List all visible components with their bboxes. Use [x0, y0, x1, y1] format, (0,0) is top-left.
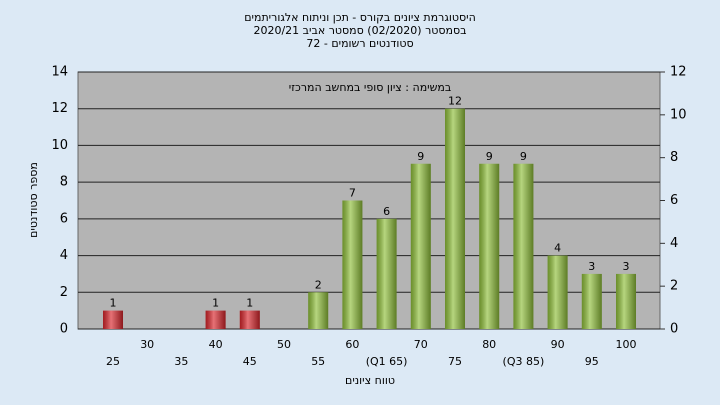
- y2-tick-label: 0: [670, 322, 678, 337]
- x-tick-label: (Q3 85): [503, 355, 545, 368]
- x-tick-label: 75: [448, 355, 462, 368]
- value-label: 9: [417, 150, 424, 163]
- bar-shade: [445, 108, 465, 329]
- annotation: במשימה : ציון סופי במחשב המרכזי: [289, 81, 452, 94]
- value-label: 2: [315, 278, 322, 291]
- y-tick-label: 4: [60, 248, 68, 263]
- x-tick-label: 100: [616, 338, 637, 351]
- bar-shade: [376, 218, 397, 329]
- bar-shade: [342, 200, 363, 329]
- value-label: 9: [486, 150, 493, 163]
- x-tick-label: 55: [311, 355, 325, 368]
- bar-shade: [103, 310, 123, 329]
- y-tick-label: 8: [60, 175, 68, 190]
- x-tick-label: 40: [209, 338, 223, 351]
- y-tick-label: 10: [51, 138, 68, 153]
- x-tick-label: 35: [174, 355, 188, 368]
- value-label: 7: [349, 187, 356, 200]
- bar-shade: [547, 255, 568, 329]
- bar-shade: [308, 292, 329, 329]
- y-axis-label: מספר סטודנטים: [27, 162, 40, 238]
- x-tick-label: 30: [140, 338, 154, 351]
- x-tick-label: 70: [414, 338, 428, 351]
- x-tick-label: 95: [585, 355, 599, 368]
- y-tick-label: 12: [51, 101, 68, 116]
- y-tick-label: 0: [60, 322, 68, 337]
- y2-tick-label: 8: [670, 150, 678, 165]
- y-tick-label: 6: [60, 211, 68, 226]
- bar-shade: [410, 163, 431, 329]
- value-label: 1: [212, 297, 219, 310]
- x-tick-label: 45: [243, 355, 257, 368]
- value-label: 1: [246, 297, 253, 310]
- bar-shade: [513, 163, 534, 329]
- x-tick-label: (Q1 65): [366, 355, 408, 368]
- value-label: 9: [520, 150, 527, 163]
- x-tick-label: 60: [345, 338, 359, 351]
- x-tick-label: 80: [482, 338, 496, 351]
- value-label: 4: [554, 242, 561, 255]
- y2-tick-label: 6: [670, 193, 678, 208]
- y2-tick-label: 4: [670, 236, 678, 251]
- bar-shade: [205, 310, 226, 329]
- chart-subtitle: סטודנטים רשומים - 72: [306, 37, 413, 50]
- x-tick-label: 25: [106, 355, 120, 368]
- value-label: 3: [588, 260, 595, 273]
- plot-area: [77, 71, 661, 330]
- value-label: 3: [623, 260, 630, 273]
- y-tick-label: 2: [60, 285, 68, 300]
- bar-shade: [616, 273, 636, 329]
- value-label: 12: [448, 95, 462, 108]
- bar-shade: [239, 310, 260, 329]
- x-tick-label: 50: [277, 338, 291, 351]
- y2-tick-label: 10: [670, 107, 687, 122]
- value-label: 6: [383, 205, 390, 218]
- chart-subtitle: בסמסטר (02/2020) סמסטר אביב 2020/21: [253, 24, 466, 37]
- y2-tick-label: 12: [670, 65, 687, 80]
- y-tick-label: 14: [51, 65, 68, 80]
- x-axis-label: טווח ציונים: [345, 374, 395, 387]
- value-label: 1: [110, 297, 117, 310]
- bar-shade: [581, 273, 602, 329]
- chart-title: היסטוגרמת ציונים בקורס - תכן וניתוח אלגו…: [244, 11, 476, 24]
- bar-shade: [479, 163, 500, 329]
- x-tick-label: 90: [551, 338, 565, 351]
- y2-tick-label: 2: [670, 279, 678, 294]
